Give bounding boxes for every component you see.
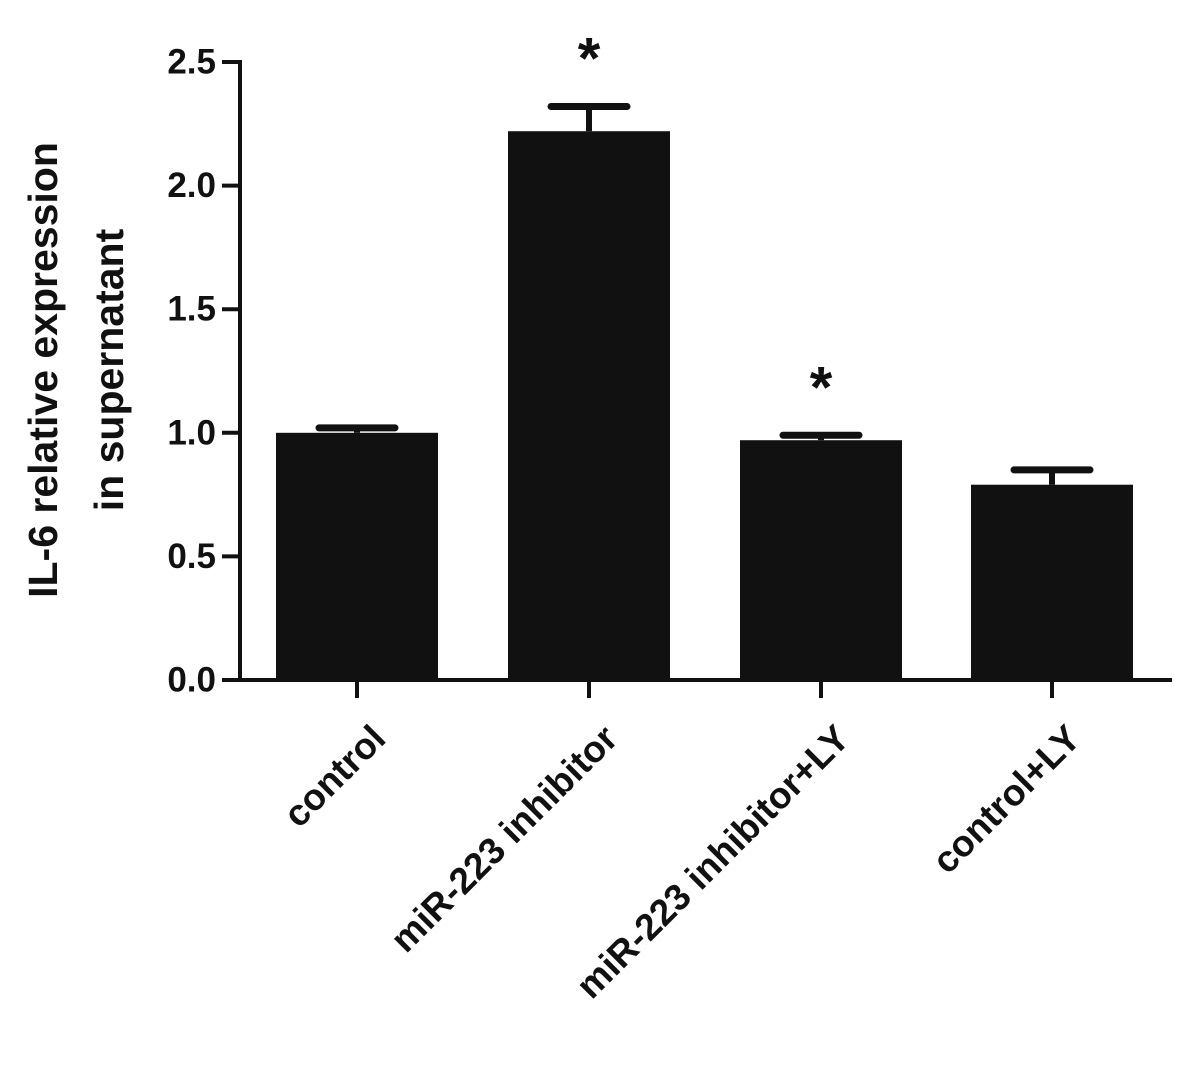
x-tick-label: miR-223 inhibitor	[383, 717, 626, 960]
significance-annotations: **	[578, 26, 833, 420]
bars	[276, 131, 1133, 680]
bar	[971, 484, 1133, 680]
bar	[740, 440, 902, 680]
bar	[508, 131, 670, 680]
x-tick-label: control+LY	[924, 717, 1088, 881]
y-tick-label: 0.5	[167, 537, 216, 576]
bar	[276, 432, 438, 680]
y-ticks: 0.0 0.5 1.0 1.5 2.0 2.5	[167, 43, 240, 700]
y-tick-label: 1.5	[167, 290, 216, 329]
y-axis-label: IL-6 relative expression in supernatant	[20, 142, 132, 598]
significance-star: *	[810, 355, 833, 420]
y-axis-label-line: IL-6 relative expression	[20, 142, 66, 598]
y-tick-label: 1.0	[167, 413, 216, 452]
x-tick-label: control	[276, 717, 394, 835]
x-tick-label: miR-223 inhibitor+LY	[568, 717, 857, 1006]
y-axis-label-line: in supernatant	[86, 228, 132, 511]
y-tick-label: 2.5	[167, 43, 216, 82]
error-bars	[315, 102, 1094, 485]
y-tick-label: 2.0	[167, 166, 216, 205]
significance-star: *	[578, 26, 601, 91]
y-tick-label: 0.0	[167, 661, 216, 700]
